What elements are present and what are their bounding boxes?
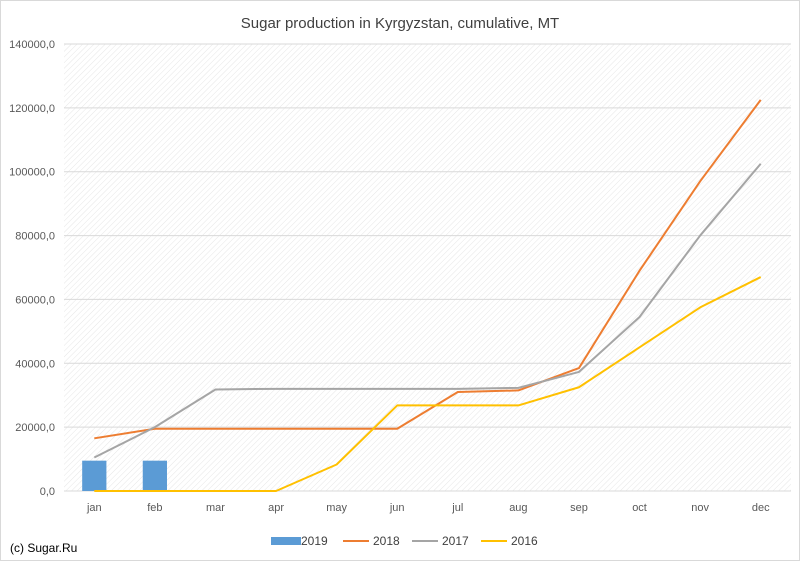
legend-label-2016: 2016 (511, 534, 538, 548)
x-tick-label: apr (268, 502, 284, 514)
y-tick-label: 80000,0 (15, 231, 55, 243)
x-tick-label: dec (752, 502, 770, 514)
line-series-2016 (94, 276, 762, 492)
legend-label-2018: 2018 (373, 534, 400, 548)
legend-swatch-2019 (271, 537, 301, 545)
bar-2019 (82, 460, 107, 491)
y-tick-label: 20000,0 (15, 422, 55, 434)
y-tick-label: 140000,0 (9, 39, 55, 51)
x-tick-label: nov (691, 502, 709, 514)
x-tick-label: aug (509, 502, 527, 514)
y-axis-tick-labels: 0,0 20000,0 40000,0 60000,0 80000,0 100000,0 1… (9, 39, 55, 498)
line-series-2018 (94, 99, 762, 440)
x-tick-label: oct (632, 502, 647, 514)
y-tick-label: 0,0 (40, 486, 55, 498)
gridlines (64, 43, 791, 492)
x-tick-label: mar (206, 502, 225, 514)
y-tick-label: 120000,0 (9, 103, 55, 115)
line-series-2017 (93, 163, 762, 459)
bar-series-layer (82, 460, 167, 491)
legend-label-2019: 2019 (301, 534, 328, 548)
x-tick-label: feb (147, 502, 162, 514)
x-axis-tick-labels: jan feb mar apr may jun jul aug sep oct nov dec (86, 502, 770, 514)
line-series-layer (93, 99, 762, 492)
x-tick-label: jun (389, 502, 405, 514)
y-tick-label: 60000,0 (15, 294, 55, 306)
credit-text: (c) Sugar.Ru (10, 541, 78, 555)
bar-2019 (142, 460, 167, 491)
x-tick-label: jul (451, 502, 463, 514)
x-tick-label: jan (86, 502, 102, 514)
legend: 2019 2018 2017 2016 (271, 534, 538, 548)
legend-label-2017: 2017 (442, 534, 469, 548)
chart-title: Sugar production in Kyrgyzstan, cumulati… (241, 15, 559, 32)
x-tick-label: may (326, 502, 347, 514)
plot-area-background (64, 44, 791, 491)
x-tick-label: sep (570, 502, 588, 514)
y-tick-label: 40000,0 (15, 358, 55, 370)
y-tick-label: 100000,0 (9, 167, 55, 179)
